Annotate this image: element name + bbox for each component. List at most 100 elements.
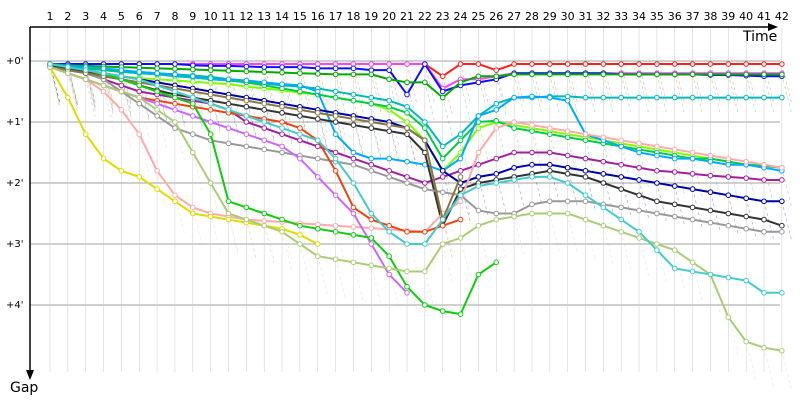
data-point — [332, 168, 339, 174]
guide-line — [67, 73, 79, 114]
guide-line — [745, 164, 757, 205]
data-point — [457, 79, 464, 86]
data-point — [707, 152, 714, 159]
gap-tick-label: +3' — [6, 239, 24, 250]
data-point — [582, 71, 589, 78]
data-point — [529, 149, 535, 156]
data-point — [457, 131, 464, 137]
data-point — [243, 113, 250, 119]
guide-line — [246, 219, 257, 260]
data-point — [618, 174, 625, 180]
data-point — [725, 174, 732, 180]
guide-line — [317, 256, 329, 297]
guide-line — [513, 167, 525, 208]
lap-tick-label: 32 — [596, 10, 610, 23]
data-point — [136, 94, 143, 101]
data-point — [636, 207, 642, 214]
guide-line — [353, 63, 364, 105]
data-point — [118, 82, 125, 89]
lap-tick-label: 1 — [47, 10, 54, 23]
data-point — [547, 210, 553, 217]
data-point — [332, 119, 339, 125]
data-point — [118, 168, 125, 174]
data-point — [404, 158, 410, 165]
data-point — [779, 177, 785, 183]
data-point — [279, 229, 285, 235]
data-point — [743, 158, 749, 165]
x-axis-arrow-icon — [768, 23, 778, 31]
data-point — [243, 103, 250, 110]
guide-line — [620, 176, 632, 217]
data-point — [654, 168, 660, 174]
data-point — [100, 82, 107, 89]
guide-line — [246, 71, 257, 112]
guide-line — [281, 72, 293, 113]
lap-tick-label: 18 — [346, 10, 360, 23]
data-point — [529, 174, 535, 180]
lap-tick-label: 31 — [579, 10, 593, 23]
data-point — [368, 235, 375, 241]
data-point — [118, 88, 125, 95]
data-point — [261, 107, 268, 113]
guide-line — [406, 230, 418, 271]
y-axis-arrow-icon — [26, 370, 34, 380]
guide-line — [620, 74, 632, 115]
data-point — [457, 192, 464, 198]
data-point — [225, 210, 232, 217]
guide-line — [692, 74, 703, 115]
guide-line — [692, 262, 703, 303]
data-point — [190, 113, 196, 119]
guide-line — [710, 74, 721, 115]
guide-line — [603, 225, 614, 266]
data-point — [475, 113, 482, 119]
data-point — [547, 94, 553, 101]
data-point — [422, 302, 428, 308]
data-point — [422, 79, 428, 86]
data-point — [154, 70, 160, 76]
series-11 — [47, 63, 785, 229]
guide-line — [745, 74, 757, 115]
data-point — [350, 91, 357, 98]
data-point — [707, 158, 714, 165]
guide-line — [121, 109, 132, 150]
data-point — [564, 71, 571, 78]
guide-line — [317, 109, 329, 150]
data-point — [243, 63, 250, 70]
guide-line — [638, 179, 650, 221]
data-point — [350, 204, 357, 211]
data-point — [314, 241, 321, 247]
data-point — [172, 88, 178, 95]
data-point — [689, 71, 696, 78]
data-point — [689, 149, 696, 156]
data-point — [279, 149, 285, 156]
data-point — [636, 149, 642, 156]
data-point — [172, 100, 178, 107]
data-point — [707, 189, 714, 195]
data-point — [761, 61, 767, 67]
guide-line — [460, 82, 471, 123]
lap-tick-labels: 1 2 3 4 5 6 7 8 9 10 11 12 13 14 15 16 17 18 19 20 21 22 23 24 2… — [47, 10, 789, 23]
data-point — [493, 67, 500, 73]
data-point — [493, 125, 500, 131]
data-point — [493, 210, 500, 217]
data-point — [386, 67, 392, 73]
guide-line — [353, 115, 364, 156]
data-point — [654, 152, 660, 159]
data-point — [564, 134, 571, 141]
data-point — [493, 171, 500, 177]
lap-tick-label: 25 — [471, 10, 485, 23]
guide-line — [763, 347, 775, 388]
lap-tick-label: 6 — [136, 10, 143, 23]
data-point — [368, 262, 375, 269]
data-point — [279, 69, 285, 76]
guide-line — [478, 152, 489, 193]
data-point — [671, 61, 678, 67]
data-point — [564, 210, 571, 217]
data-point — [368, 161, 375, 168]
data-point — [243, 68, 250, 75]
data-point — [332, 113, 339, 119]
data-point — [457, 137, 464, 144]
data-point — [118, 107, 125, 113]
data-point — [439, 216, 446, 223]
